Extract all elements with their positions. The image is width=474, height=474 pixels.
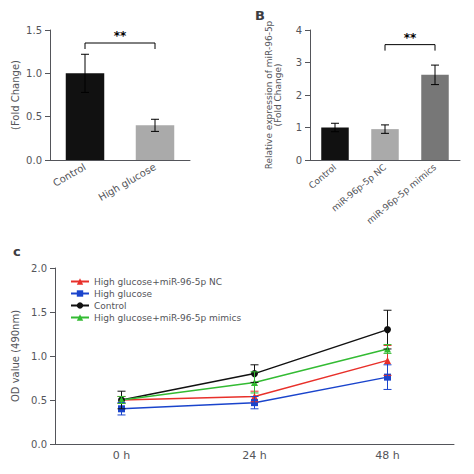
svg-text:2: 2 — [296, 90, 302, 101]
svg-text:2.0: 2.0 — [31, 263, 47, 274]
svg-text:4: 4 — [296, 25, 302, 36]
svg-text:Relative expression of miR-96-: Relative expression of miR-96-5p — [263, 20, 274, 170]
svg-text:1: 1 — [296, 122, 302, 133]
svg-text:miR-96p-5p NC: miR-96p-5p NC — [329, 162, 389, 214]
svg-text:(Fold Change): (Fold Change) — [10, 60, 21, 130]
svg-text:High glucose+miR-96-5p NC: High glucose+miR-96-5p NC — [94, 277, 222, 287]
svg-text:High glucose: High glucose — [96, 161, 157, 203]
svg-text:0: 0 — [296, 155, 302, 166]
svg-text:0.5: 0.5 — [26, 111, 42, 122]
svg-text:48 h: 48 h — [375, 449, 399, 462]
svg-text:OD value (490nm): OD value (490nm) — [10, 310, 21, 402]
svg-text:**: ** — [404, 31, 417, 45]
svg-text:1.5: 1.5 — [26, 25, 42, 36]
svg-text:0.0: 0.0 — [26, 155, 42, 166]
svg-text:c: c — [13, 244, 21, 259]
svg-text:0 h: 0 h — [113, 449, 130, 462]
svg-text:miR-96p-5p mimics: miR-96p-5p mimics — [365, 162, 439, 226]
svg-text:1.0: 1.0 — [26, 68, 42, 79]
svg-text:B: B — [255, 8, 265, 23]
svg-text:1.0: 1.0 — [31, 351, 47, 362]
svg-text:Control: Control — [94, 301, 127, 311]
svg-text:24 h: 24 h — [242, 449, 266, 462]
svg-text:3: 3 — [296, 57, 302, 68]
svg-text:Control: Control — [51, 161, 88, 189]
svg-text:**: ** — [114, 29, 127, 43]
svg-text:0.5: 0.5 — [31, 395, 47, 406]
svg-text:Control: Control — [307, 162, 338, 191]
svg-text:High glucose+miR-96-5p mimics: High glucose+miR-96-5p mimics — [94, 313, 242, 323]
svg-text:1.5: 1.5 — [31, 307, 47, 318]
svg-text:High glucose: High glucose — [94, 289, 153, 299]
svg-text:(Fold Change): (Fold Change) — [273, 64, 283, 127]
svg-text:0.0: 0.0 — [31, 439, 47, 450]
